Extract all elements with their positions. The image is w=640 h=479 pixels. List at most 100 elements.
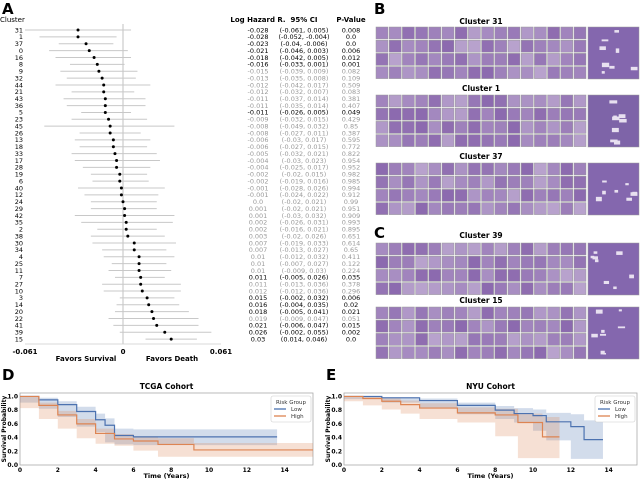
x-axis-label: Time (Years) bbox=[467, 472, 513, 479]
ci-value: (-0.016, 0.021) bbox=[280, 226, 329, 234]
tissue-tile bbox=[468, 66, 481, 79]
tissue-tile bbox=[428, 175, 442, 189]
point-estimate bbox=[140, 289, 144, 293]
lhr-value: 0.003 bbox=[249, 232, 268, 240]
point-estimate bbox=[118, 172, 122, 176]
tissue-tile bbox=[428, 333, 442, 346]
tissue-gap bbox=[613, 286, 617, 290]
tissue-tile bbox=[560, 319, 574, 333]
point-estimate bbox=[115, 165, 119, 169]
km-plot-tcga: TCGA Cohort 0 2 4 6 8 10 12 14 0.0 0.2 0.4 0.6 0.8 1.0… bbox=[1, 382, 314, 479]
ci-value: (-0.02, 0.021) bbox=[282, 205, 327, 213]
tissue-tile bbox=[375, 242, 389, 256]
tissue-tile bbox=[375, 53, 389, 66]
tissue-tile bbox=[494, 107, 508, 121]
tissue-tile bbox=[441, 66, 455, 79]
ci-value: (-0.012, 0.032) bbox=[280, 253, 329, 261]
lhr-value: -0.001 bbox=[248, 184, 269, 192]
p-value: 0.651 bbox=[342, 232, 361, 240]
point-estimate bbox=[137, 268, 141, 272]
ci-value: (-0.042, 0.005) bbox=[280, 54, 329, 62]
tissue-tile bbox=[494, 306, 508, 320]
tissue-tile bbox=[547, 39, 560, 53]
tissue-tile bbox=[402, 333, 415, 346]
tissue-tile bbox=[481, 26, 494, 40]
p-value: 0.994 bbox=[342, 184, 361, 192]
cluster-label: 23 bbox=[15, 116, 23, 124]
ci-value: (-0.002, 0.032) bbox=[280, 294, 329, 302]
p-value: 0.006 bbox=[342, 47, 361, 55]
p-value: 0.99 bbox=[344, 198, 358, 206]
tissue-gap bbox=[625, 183, 629, 186]
lhr-value: -0.002 bbox=[248, 171, 269, 179]
cluster-label: 13 bbox=[15, 136, 23, 144]
cluster-label: 11 bbox=[15, 267, 23, 275]
tissue-gap bbox=[612, 116, 620, 121]
tissue-tile bbox=[534, 255, 547, 269]
tissue-tile bbox=[534, 189, 547, 202]
cluster-label: 4 bbox=[19, 253, 23, 261]
cluster-label: 39 bbox=[15, 329, 23, 337]
tissue-tile bbox=[520, 319, 534, 333]
tissue-tile bbox=[375, 306, 389, 320]
tissue-tile bbox=[573, 319, 587, 333]
tissue-tile bbox=[402, 242, 415, 256]
survival-curve-low bbox=[20, 395, 278, 438]
cluster-label: 43 bbox=[15, 95, 23, 103]
x-tick-label: 10 bbox=[205, 467, 213, 474]
p-value: 0.0 bbox=[346, 335, 356, 343]
point-estimate bbox=[95, 62, 99, 66]
tissue-tile bbox=[547, 282, 560, 295]
point-estimate bbox=[147, 303, 151, 307]
point-estimate bbox=[163, 330, 167, 334]
cluster-label: 41 bbox=[15, 322, 23, 330]
p-value: 0.614 bbox=[342, 239, 361, 247]
tissue-tile bbox=[402, 26, 415, 40]
tissue-tile bbox=[481, 202, 494, 215]
tissue-tile bbox=[468, 189, 481, 202]
tissue-tile bbox=[520, 66, 534, 79]
point-estimate bbox=[113, 152, 117, 156]
tissue-tile bbox=[402, 189, 415, 202]
lhr-value: 0.011 bbox=[249, 280, 268, 288]
tissue-tile bbox=[573, 255, 587, 269]
tissue-tile bbox=[507, 107, 521, 121]
tissue-tile bbox=[415, 255, 428, 269]
point-estimate bbox=[124, 227, 128, 231]
point-estimate bbox=[118, 179, 122, 183]
tissue-tile bbox=[547, 134, 560, 147]
tissue-tile bbox=[520, 53, 534, 66]
p-value: 0.381 bbox=[342, 95, 361, 103]
tissue-tile bbox=[507, 255, 521, 269]
tissue-tile bbox=[534, 333, 547, 346]
p-value: 0.407 bbox=[342, 102, 361, 110]
lhr-value: -0.005 bbox=[248, 150, 269, 158]
point-estimate bbox=[126, 234, 130, 238]
ci-band-high bbox=[344, 396, 560, 459]
x-tick-label: 2 bbox=[56, 467, 60, 474]
tissue-tile bbox=[547, 242, 560, 256]
ci-value: (-0.007, 0.027) bbox=[280, 260, 329, 268]
tissue-tile bbox=[547, 66, 560, 79]
tissue-tile bbox=[547, 162, 560, 176]
tissue-tile bbox=[573, 53, 587, 66]
lhr-value: -0.013 bbox=[248, 74, 269, 82]
tissue-tile bbox=[520, 107, 534, 121]
p-value: 0.952 bbox=[342, 164, 361, 172]
point-estimate bbox=[111, 145, 115, 149]
tissue-tile bbox=[520, 242, 534, 256]
tissue-tile bbox=[560, 134, 574, 147]
x-tick-label: 6 bbox=[131, 467, 135, 474]
tissue-tile bbox=[481, 346, 494, 359]
tissue-tile bbox=[547, 53, 560, 66]
tissue-tile bbox=[375, 202, 389, 215]
p-value: 0.387 bbox=[342, 129, 361, 137]
point-estimate bbox=[84, 42, 88, 46]
x-tick-label: 14 bbox=[280, 467, 288, 474]
tissue-tile bbox=[388, 333, 402, 346]
tissue-tile bbox=[547, 189, 560, 202]
tissue-tile bbox=[507, 202, 521, 215]
tissue-tile bbox=[402, 306, 415, 320]
